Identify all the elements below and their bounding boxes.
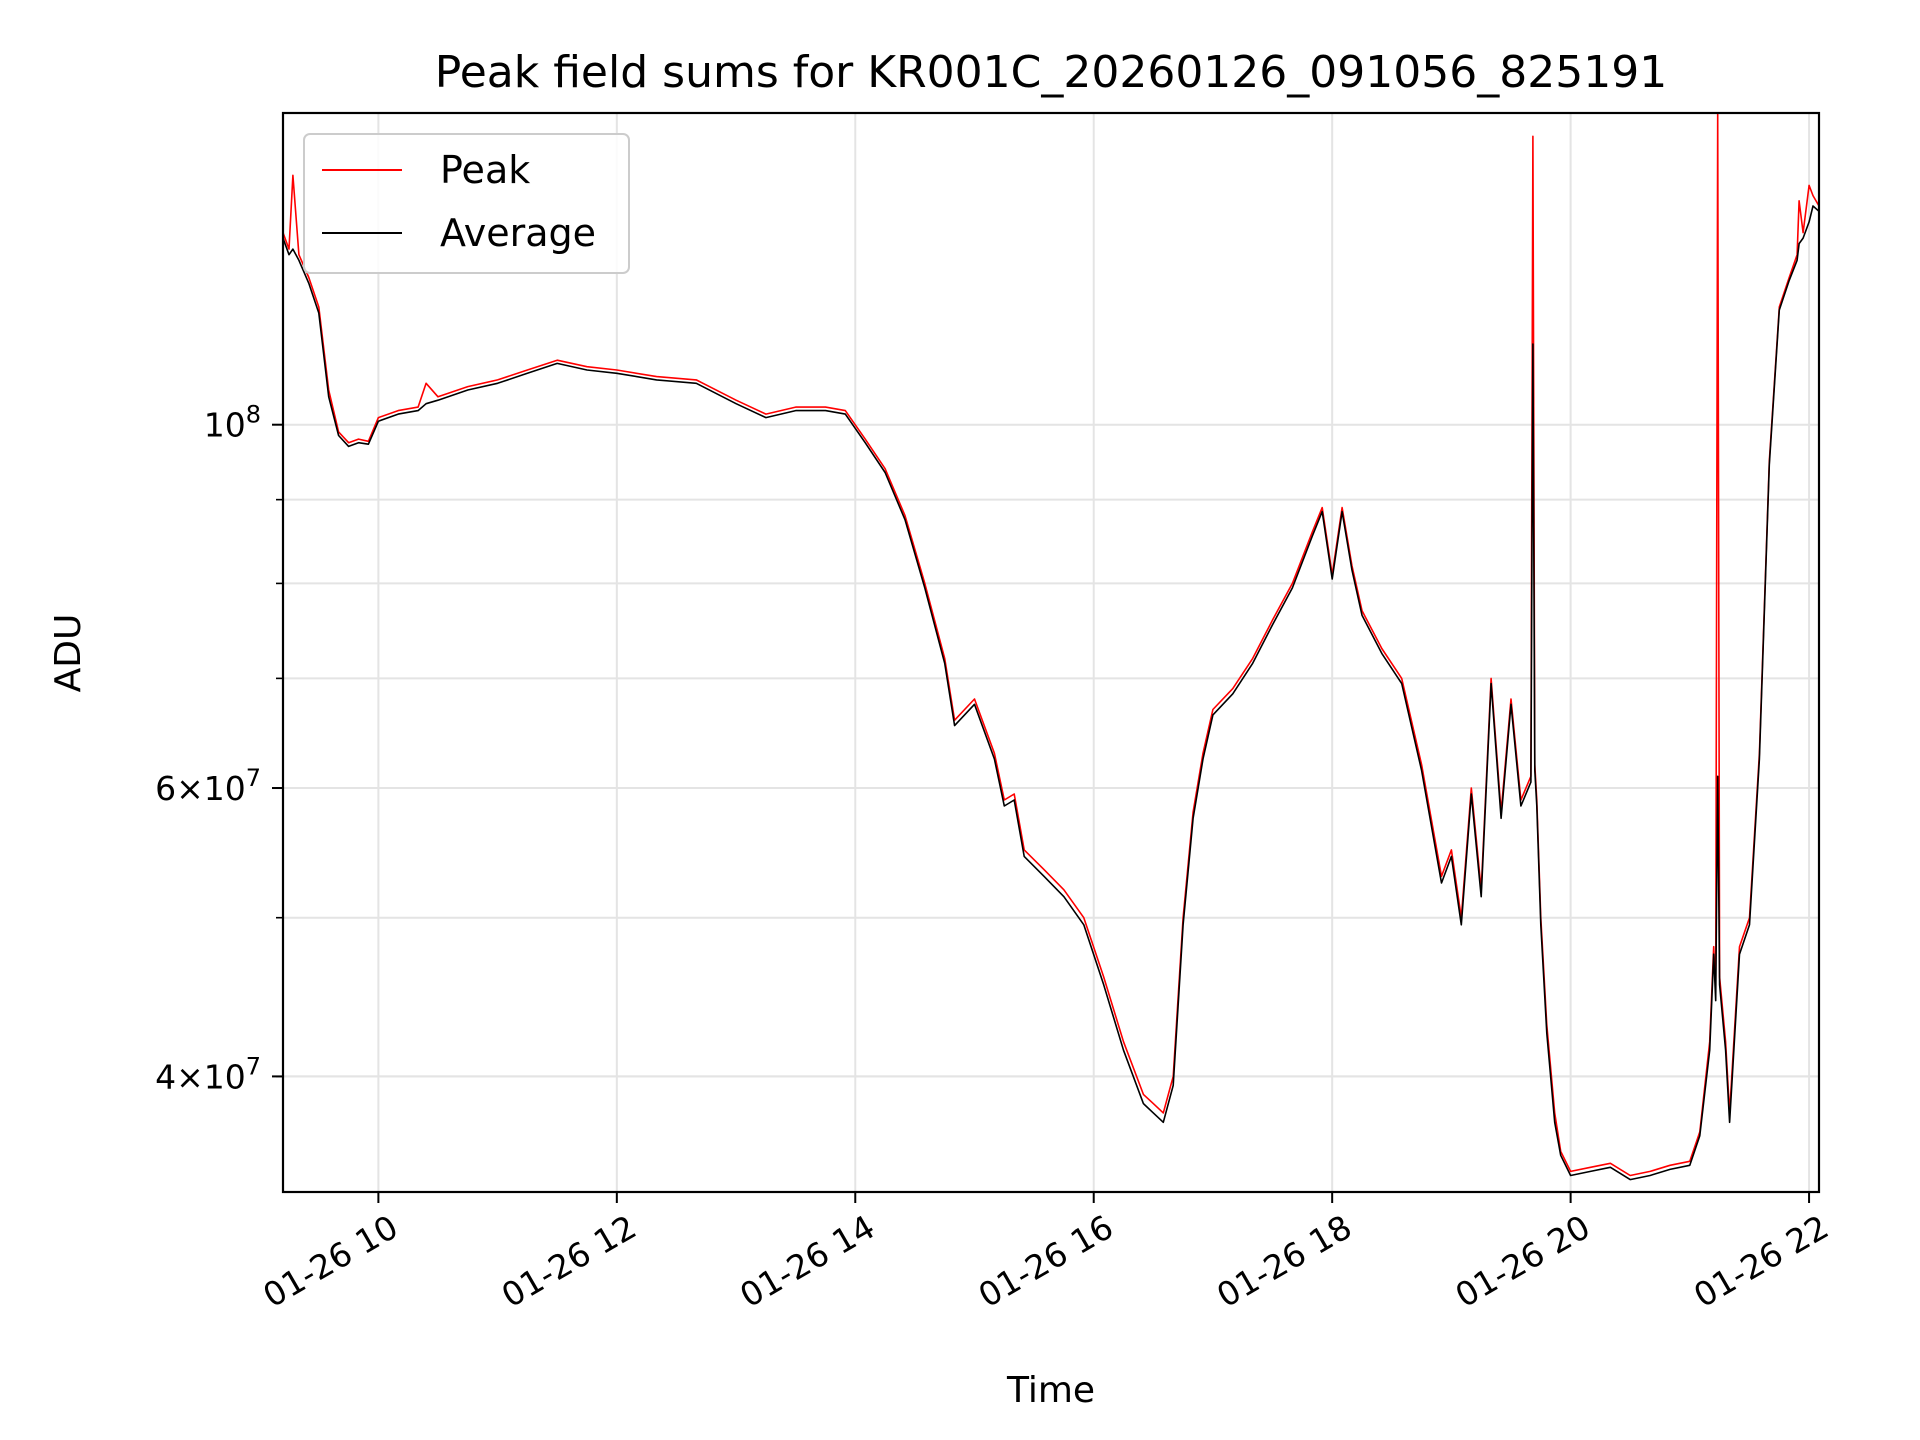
x-tick-label: 01-26 14 xyxy=(733,1207,881,1315)
x-tick-label: 01-26 12 xyxy=(495,1207,643,1315)
x-tick-label: 01-26 20 xyxy=(1449,1207,1597,1315)
x-tick-label: 01-26 10 xyxy=(256,1207,404,1315)
legend-frame xyxy=(303,133,630,274)
series-line-peak xyxy=(282,112,1820,1177)
x-tick-label: 01-26 18 xyxy=(1210,1207,1358,1315)
y-tick-label: 6×107 xyxy=(155,764,261,808)
x-ticks: 01-26 10 01-26 12 01-26 14 01-26 16 01-26 18… xyxy=(256,1192,1835,1315)
x-tick-label: 01-26 16 xyxy=(972,1207,1120,1315)
y-tick-label: 4×107 xyxy=(155,1052,261,1096)
legend-label-average: Average xyxy=(440,211,596,255)
x-tick-label: 01-26 22 xyxy=(1687,1207,1835,1315)
legend: Peak Average xyxy=(303,133,630,274)
y-tick-label: 108 xyxy=(204,401,261,445)
legend-label-peak: Peak xyxy=(440,148,530,192)
x-axis-label: Time xyxy=(1006,1370,1095,1411)
y-axis-label: ADU xyxy=(48,614,89,693)
series-layer xyxy=(282,112,1820,1181)
series-line-average xyxy=(282,205,1820,1181)
plot-frame xyxy=(281,111,1821,1194)
y-ticks: 108 6×107 4×107 xyxy=(155,401,283,1096)
chart-title: Peak field sums for KR001C_20260126_0910… xyxy=(435,47,1667,98)
grid xyxy=(283,113,1819,1192)
